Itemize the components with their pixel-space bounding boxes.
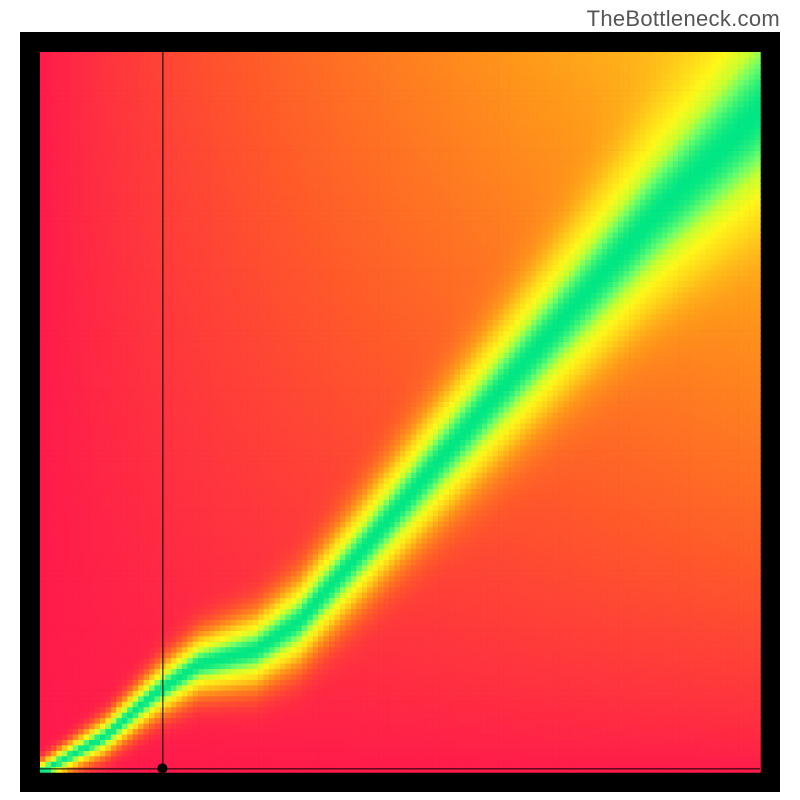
watermark-text: TheBottleneck.com (587, 6, 780, 32)
chart-container: TheBottleneck.com (0, 0, 800, 800)
plot-frame (20, 32, 780, 792)
overlay-canvas (20, 32, 780, 792)
